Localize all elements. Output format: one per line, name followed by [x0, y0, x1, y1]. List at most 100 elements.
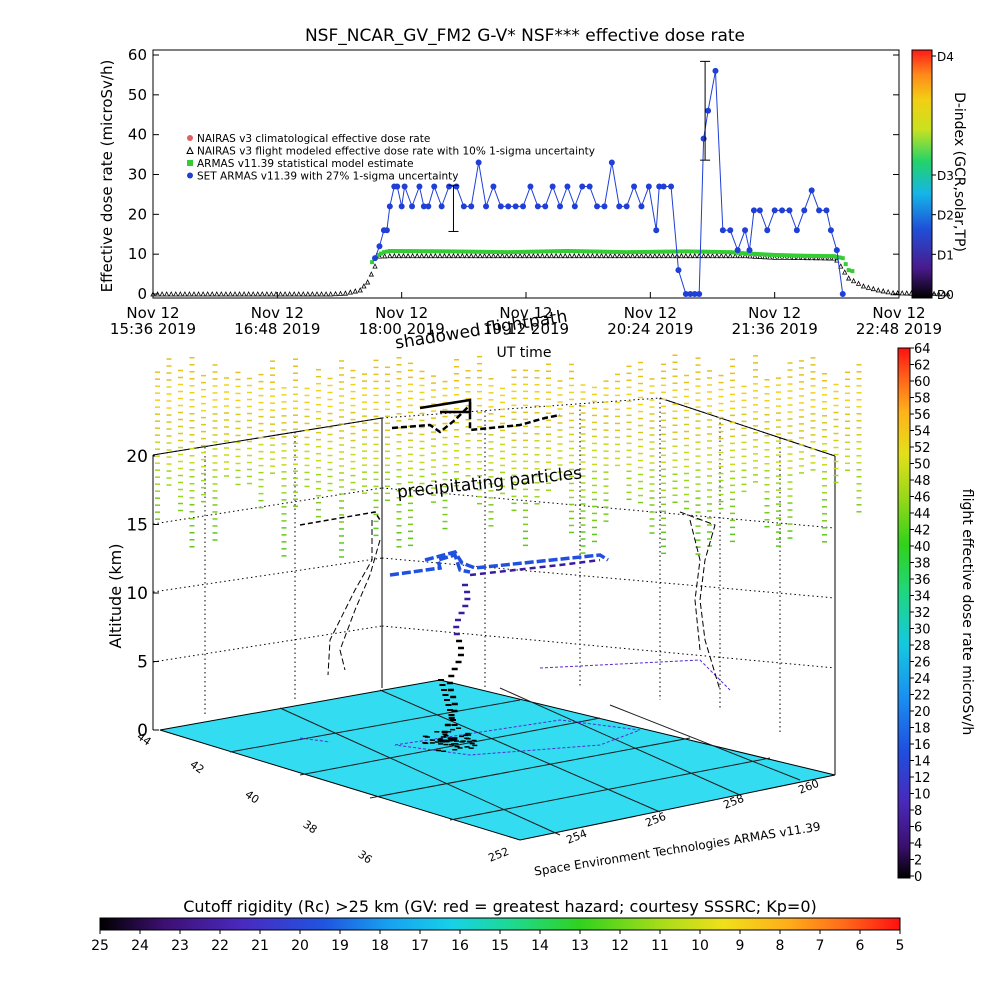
nairas-flight-marker — [255, 291, 261, 297]
armas-model-marker — [673, 249, 678, 254]
set-armas-point — [601, 203, 608, 210]
x-tick-label-time: 16:48 2019 — [234, 320, 320, 338]
set-armas-point — [420, 203, 427, 210]
dose-tick-label: 36 — [914, 573, 931, 588]
right-top-edge — [659, 397, 836, 457]
nairas-flight-marker — [842, 269, 848, 275]
nairas-flight-marker — [164, 291, 170, 297]
nairas-flight-marker — [464, 252, 470, 259]
set-armas-point — [527, 183, 534, 190]
armas-model-marker — [763, 252, 768, 257]
nairas-flight-marker — [291, 291, 297, 297]
armas-model-marker — [384, 249, 389, 254]
set-armas-point — [376, 243, 383, 250]
armas-model-marker — [591, 249, 596, 254]
armas-model-marker — [443, 249, 448, 254]
altitude-tick-label: 0 — [137, 721, 148, 741]
armas-model-marker — [381, 250, 386, 255]
flightpath-wall-right — [679, 511, 721, 691]
armas-model-marker — [731, 250, 736, 255]
cutoff-tick-label: 6 — [856, 938, 865, 954]
longitude-tick-label: 252 — [487, 845, 511, 865]
armas-model-marker — [562, 249, 567, 254]
nairas-flight-marker — [647, 252, 653, 259]
flightpath-dose-blue — [389, 549, 609, 577]
armas-model-marker — [473, 249, 478, 254]
set-armas-point — [401, 183, 408, 190]
armas-model-marker — [463, 249, 468, 254]
nairas-flight-marker — [683, 252, 689, 259]
armas-model-marker — [585, 249, 590, 254]
nairas-flight-marker — [486, 252, 492, 259]
armas-model-marker — [751, 251, 756, 256]
nairas-flight-marker — [409, 252, 416, 259]
set-armas-point — [394, 183, 401, 190]
flight-3d-plot: 0 5 10 15 20 Altitude (km) — [106, 307, 862, 879]
armas-model-marker — [757, 252, 762, 257]
cutoff-tick-label: 22 — [211, 938, 229, 954]
set-armas-point — [398, 203, 405, 210]
nairas-flight-marker — [638, 252, 645, 259]
cutoff-tick-label: 11 — [651, 938, 669, 954]
nairas-flight-marker — [940, 290, 946, 297]
nairas-flight-marker — [459, 252, 466, 259]
armas-model-marker — [627, 250, 632, 255]
cutoff-tick-label: 16 — [451, 938, 469, 954]
armas-model-marker — [812, 253, 817, 258]
cutoff-colorbar-label: Cutoff rigidity (Rc) >25 km (GV: red = g… — [183, 897, 817, 916]
nairas-flight-marker — [629, 252, 636, 259]
set-armas-point — [594, 203, 601, 210]
nairas-flight-marker — [186, 291, 193, 297]
armas-model-marker — [715, 249, 720, 254]
set-armas-point — [801, 207, 808, 214]
armas-model-marker — [743, 251, 748, 256]
nairas-flight-marker — [656, 252, 662, 259]
altitude-axis-label: Altitude (km) — [106, 544, 125, 649]
armas-model-marker — [483, 249, 488, 254]
nairas-flight-marker — [150, 291, 156, 297]
armas-model-marker — [529, 249, 534, 254]
armas-model-marker — [400, 249, 405, 254]
armas-model-marker — [489, 249, 494, 254]
y-tick-label: 0 — [137, 285, 147, 303]
cutoff-tick-label: 8 — [776, 938, 785, 954]
armas-model-marker — [555, 249, 560, 254]
armas-model-marker — [601, 249, 606, 254]
nairas-flight-marker — [495, 252, 501, 259]
nairas-flight-marker — [236, 291, 243, 297]
nairas-flight-marker — [218, 291, 224, 297]
armas-model-marker — [631, 250, 636, 255]
nairas-flight-marker — [499, 252, 505, 259]
nairas-flight-marker — [450, 252, 457, 259]
set-armas-point — [520, 203, 527, 210]
nairas-flight-marker — [747, 253, 753, 259]
set-armas-point — [691, 291, 698, 297]
nairas-flight-marker — [223, 291, 229, 297]
armas-model-marker — [493, 249, 498, 254]
nairas-flight-marker — [904, 290, 910, 296]
legend-marker-square — [187, 160, 193, 166]
armas-model-marker — [746, 251, 751, 256]
x-tick-label-time: 18:00 2019 — [359, 320, 445, 338]
armas-model-marker — [641, 249, 646, 254]
armas-model-marker — [430, 249, 435, 254]
top-chart-legend: NAIRAS v3 climatological effective dose … — [186, 133, 595, 183]
cutoff-tick-label: 10 — [691, 938, 709, 954]
armas-model-marker — [792, 253, 797, 258]
flightpath-wall-left — [327, 520, 381, 676]
armas-model-marker — [608, 249, 613, 254]
armas-model-marker — [404, 249, 409, 254]
nairas-flight-marker — [732, 252, 738, 259]
d-index-colorbar-ticks: D0 D1 D2 D3 D4 — [932, 50, 954, 302]
nairas-flight-marker — [504, 252, 510, 259]
set-armas-point — [623, 203, 630, 210]
x-tick-label-date: Nov 12 — [251, 304, 304, 322]
set-armas-point — [734, 247, 741, 254]
armas-model-marker — [754, 252, 759, 257]
armas-model-marker — [506, 250, 511, 255]
armas-model-marker — [696, 249, 701, 254]
set-armas-point — [608, 159, 615, 166]
set-armas-point — [771, 207, 778, 214]
nairas-flight-marker — [381, 253, 388, 259]
